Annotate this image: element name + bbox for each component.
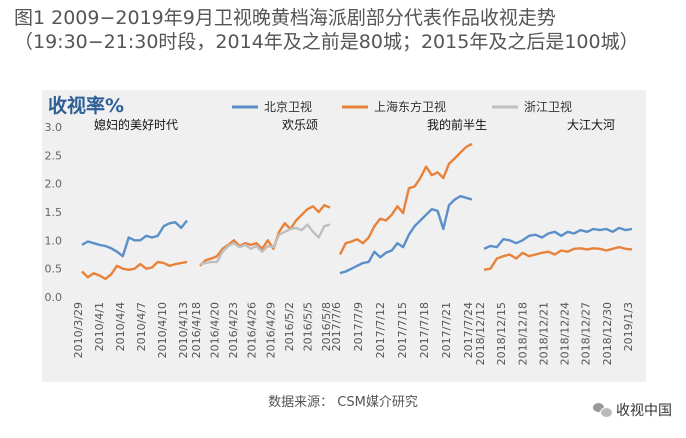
drama-label: 媳妇的美好时代 — [94, 117, 178, 132]
line-chart: 收视率% 0.0 0.5 1.0 1.5 2.0 2.5 3.0 北京卫视 上海东方卫视 浙江卫视媳… — [45, 94, 636, 365]
x-tick-label: 2010/3/29 — [72, 302, 85, 358]
figure-title: 图1 2009−2019年9月卫视晚黄档海派剧部分代表作品收视走势（19:30−… — [14, 7, 639, 53]
drama-label: 大江大河 — [567, 118, 615, 132]
y-tick-label: 2.0 — [45, 178, 63, 191]
brand-name: 收视中国 — [616, 403, 672, 419]
x-tick-label: 2018/12/24 — [559, 302, 572, 365]
x-tick-label: 2018/12/12 — [474, 302, 487, 365]
y-tick-label: 1.5 — [45, 206, 63, 219]
x-tick-label: 2016/4/18 — [190, 302, 203, 358]
x-tick-label: 2017/7/15 — [396, 302, 409, 358]
series-line — [199, 203, 331, 267]
legend-label: 浙江卫视 — [524, 99, 572, 114]
y-tick-label: 0.0 — [45, 291, 63, 304]
wechat-icon — [593, 403, 613, 418]
drama-label: 我的前半生 — [427, 117, 487, 132]
x-tick-label: 2017/7/18 — [418, 302, 431, 358]
drama-label: 欢乐颂 — [282, 117, 318, 132]
x-tick-label: 2016/4/23 — [227, 302, 240, 358]
legend-label: 上海东方卫视 — [374, 99, 446, 114]
x-tick-label: 2017/7/12 — [374, 302, 387, 358]
x-tick-label: 2017/7/9 — [352, 302, 365, 351]
series-line — [81, 219, 188, 258]
series-line — [483, 226, 633, 250]
x-tick-label: 2017/7/21 — [440, 302, 453, 358]
x-tick-label: 2019/1/3 — [622, 302, 635, 351]
y-tick-label: 0.5 — [45, 263, 63, 276]
x-tick-label: 2018/12/27 — [580, 302, 593, 365]
data-source-note: 数据来源： CSM媒介研究 — [268, 395, 418, 410]
y-tick-label: 3.0 — [45, 121, 63, 134]
x-tick-label: 2016/5/2 — [283, 302, 296, 351]
x-tick-label: 2016/4/26 — [246, 302, 259, 358]
x-tick-label: 2010/4/7 — [135, 302, 148, 351]
x-tick-label: 2018/12/30 — [601, 302, 614, 365]
series-line — [199, 223, 331, 266]
x-tick-label: 2010/4/10 — [156, 302, 169, 358]
series-line — [483, 245, 633, 271]
x-tick-label: 2010/4/1 — [93, 302, 106, 351]
brand-watermark: 收视中国 — [593, 400, 672, 420]
x-tick-label: 2017/7/6 — [330, 302, 343, 351]
x-tick-label: 2010/4/4 — [114, 302, 127, 351]
x-tick-label: 2016/4/20 — [209, 302, 222, 358]
x-tick-label: 2016/5/8 — [320, 302, 333, 351]
x-tick-label: 2017/7/24 — [462, 302, 475, 358]
legend-label: 北京卫视 — [264, 99, 312, 114]
x-tick-label: 2018/12/18 — [516, 302, 529, 365]
x-tick-label: 2018/12/15 — [495, 302, 508, 365]
chart-panel: 收视率% 0.0 0.5 1.0 1.5 2.0 2.5 3.0 北京卫视 上海东方卫视 浙江卫视媳… — [42, 90, 646, 382]
series-line — [339, 194, 473, 275]
series-line — [338, 142, 473, 256]
chart-title: 收视率% — [48, 94, 124, 117]
x-tick-label: 2016/4/29 — [264, 302, 277, 358]
y-tick-label: 2.5 — [45, 149, 63, 162]
x-tick-label: 2010/4/13 — [177, 302, 190, 358]
series-line — [81, 260, 188, 281]
x-tick-label: 2016/5/5 — [301, 302, 314, 351]
x-tick-label: 2018/12/21 — [537, 302, 550, 365]
y-tick-label: 1.0 — [45, 234, 63, 247]
